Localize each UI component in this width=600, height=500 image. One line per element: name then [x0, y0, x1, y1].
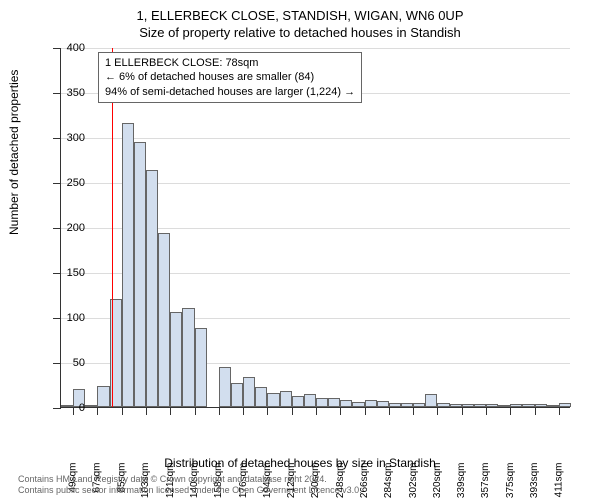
histogram-bar: [182, 308, 194, 407]
y-tick: [53, 138, 61, 139]
histogram-bar: [85, 405, 97, 407]
x-tick: [559, 407, 560, 415]
histogram-bar: [377, 401, 389, 407]
y-tick-label: 0: [79, 402, 85, 414]
histogram-bar: [146, 170, 158, 407]
annotation-line2: ← 6% of detached houses are smaller (84): [105, 70, 355, 84]
histogram-bar: [352, 402, 364, 407]
y-tick-label: 200: [67, 222, 85, 234]
chart-title-line1: 1, ELLERBECK CLOSE, STANDISH, WIGAN, WN6…: [0, 0, 600, 23]
footer-attribution: Contains HM Land Registry data © Crown c…: [18, 474, 362, 496]
y-tick-label: 250: [67, 177, 85, 189]
y-tick-label: 350: [67, 87, 85, 99]
histogram-bar: [498, 405, 510, 407]
x-tick: [437, 407, 438, 415]
y-tick: [53, 273, 61, 274]
histogram-bar: [365, 400, 377, 407]
x-tick: [486, 407, 487, 415]
histogram-bar: [510, 404, 522, 407]
histogram-bar: [158, 233, 170, 407]
grid-line: [61, 138, 570, 139]
histogram-bar: [389, 403, 401, 408]
y-tick-label: 150: [67, 267, 85, 279]
x-tick: [316, 407, 317, 415]
x-tick: [243, 407, 244, 415]
histogram-bar: [292, 396, 304, 407]
histogram-bar: [219, 367, 231, 408]
histogram-bar: [280, 391, 292, 407]
histogram-bar: [267, 393, 279, 407]
histogram-bar: [535, 404, 547, 407]
y-tick: [53, 228, 61, 229]
histogram-bar: [437, 403, 449, 407]
chart-title-line2: Size of property relative to detached ho…: [0, 23, 600, 40]
x-tick: [365, 407, 366, 415]
annotation-line1: 1 ELLERBECK CLOSE: 78sqm: [105, 56, 355, 70]
histogram-bar: [97, 386, 109, 407]
x-tick: [340, 407, 341, 415]
grid-line: [61, 48, 570, 49]
y-tick: [53, 183, 61, 184]
x-tick: [267, 407, 268, 415]
x-tick: [535, 407, 536, 415]
y-tick: [53, 318, 61, 319]
x-tick: [292, 407, 293, 415]
histogram-bar: [559, 403, 571, 407]
histogram-bar: [413, 403, 425, 407]
histogram-bar: [304, 394, 316, 407]
histogram-bar: [522, 404, 534, 407]
x-tick: [146, 407, 147, 415]
x-tick: [413, 407, 414, 415]
histogram-bar: [170, 312, 182, 407]
histogram-bar: [316, 398, 328, 407]
histogram-bar: [547, 405, 559, 407]
chart-container: 1, ELLERBECK CLOSE, STANDISH, WIGAN, WN6…: [0, 0, 600, 500]
histogram-bar: [328, 398, 340, 407]
histogram-bar: [486, 404, 498, 407]
x-tick: [219, 407, 220, 415]
histogram-bar: [450, 404, 462, 407]
x-axis-title: Distribution of detached houses by size …: [0, 456, 600, 470]
histogram-bar: [243, 377, 255, 407]
y-tick: [53, 93, 61, 94]
histogram-bar: [401, 403, 413, 407]
histogram-bar: [340, 400, 352, 407]
y-tick-label: 400: [67, 42, 85, 54]
x-tick: [389, 407, 390, 415]
histogram-bar: [474, 404, 486, 407]
histogram-bar: [122, 123, 134, 407]
y-axis-title: Number of detached properties: [7, 70, 21, 235]
y-tick: [53, 48, 61, 49]
x-tick: [462, 407, 463, 415]
y-tick-label: 100: [67, 312, 85, 324]
histogram-bar: [255, 387, 267, 407]
x-tick: [195, 407, 196, 415]
y-tick-label: 300: [67, 132, 85, 144]
x-tick: [510, 407, 511, 415]
y-tick: [53, 408, 61, 409]
histogram-bar: [425, 394, 437, 407]
x-tick: [122, 407, 123, 415]
annotation-box: 1 ELLERBECK CLOSE: 78sqm ← 6% of detache…: [98, 52, 362, 103]
x-tick: [170, 407, 171, 415]
annotation-line3: 94% of semi-detached houses are larger (…: [105, 85, 355, 99]
y-tick: [53, 363, 61, 364]
histogram-bar: [462, 404, 474, 407]
histogram-bar: [134, 142, 146, 407]
footer-line2: Contains public sector information licen…: [18, 485, 362, 496]
footer-line1: Contains HM Land Registry data © Crown c…: [18, 474, 362, 485]
x-tick: [73, 407, 74, 415]
y-tick-label: 50: [73, 357, 85, 369]
x-tick: [97, 407, 98, 415]
histogram-bar: [61, 405, 73, 407]
histogram-bar: [231, 383, 243, 407]
histogram-bar: [195, 328, 207, 407]
